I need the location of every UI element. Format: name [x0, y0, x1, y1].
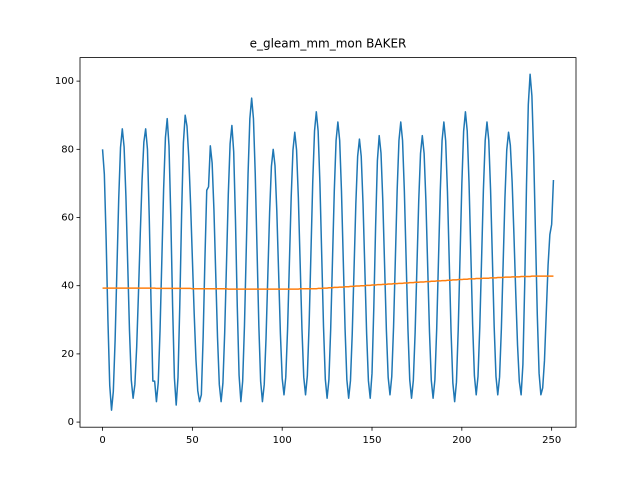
series-line: [101, 73, 555, 411]
series-line: [102, 275, 554, 290]
y-tick-label: 20: [61, 349, 74, 360]
y-tick-label: 40: [61, 281, 74, 292]
x-tick-label: 200: [452, 435, 471, 446]
y-tick-label: 60: [61, 213, 74, 224]
x-tick-label: 0: [99, 435, 105, 446]
y-tick-label: 0: [68, 417, 74, 428]
chart-title: e_gleam_mm_mon BAKER: [250, 37, 407, 51]
y-tick-label: 80: [61, 144, 74, 155]
x-tick-label: 150: [362, 435, 381, 446]
y-tick-label: 100: [55, 76, 74, 87]
plot-frame: [79, 57, 577, 428]
x-tick-label: 250: [542, 435, 561, 446]
x-tick-label: 50: [186, 435, 199, 446]
x-tick-label: 100: [273, 435, 292, 446]
